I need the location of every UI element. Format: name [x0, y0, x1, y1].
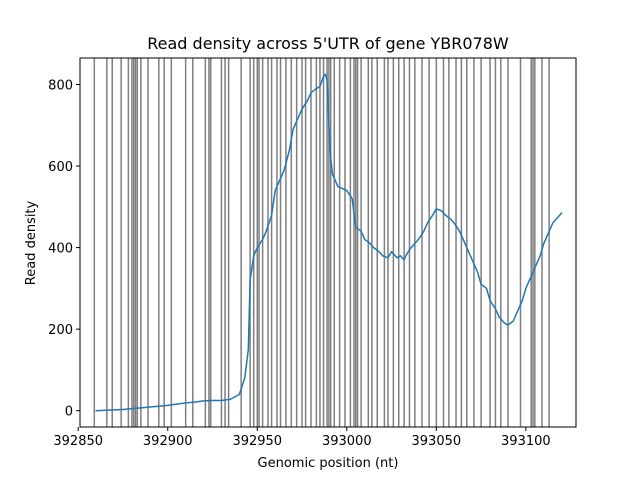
y-axis-label: Read density [24, 200, 39, 285]
axes-frame [79, 57, 577, 428]
series-line-0 [95, 73, 563, 412]
x-tick-label-5: 393100 [501, 434, 551, 449]
x-tick-label-0: 392850 [53, 434, 103, 449]
y-tick-label-2: 400 [48, 242, 73, 257]
x-tick-label-2: 392950 [232, 434, 282, 449]
plot-area: 392850 392900 392950 393000 393050 393100 0 200… [48, 57, 577, 449]
x-tick-label-1: 392900 [143, 434, 193, 449]
chart-title: Read density across 5'UTR of gene YBR078… [147, 34, 509, 53]
x-tick-label-3: 393000 [322, 434, 372, 449]
y-tick-label-3: 600 [48, 160, 73, 175]
x-tick-label-4: 393050 [412, 434, 462, 449]
x-axis-label: Genomic position (nt) [258, 456, 399, 471]
y-tick-label-1: 200 [48, 323, 73, 338]
y-tick-label-4: 800 [48, 79, 73, 94]
y-tick-label-0: 0 [65, 405, 73, 420]
